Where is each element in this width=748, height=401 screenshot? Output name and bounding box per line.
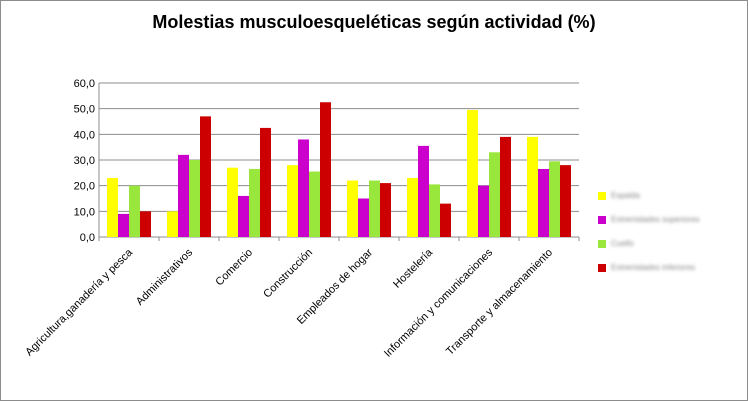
- legend-swatch: [598, 240, 606, 248]
- bar: [407, 177, 418, 237]
- bar: [527, 136, 538, 237]
- bar: [129, 185, 140, 237]
- bar: [227, 167, 238, 237]
- bar: [140, 211, 151, 237]
- bar: [309, 171, 320, 237]
- bar: [118, 213, 129, 237]
- bar: [358, 198, 369, 237]
- y-tick-label: 30,0: [74, 155, 95, 167]
- bar: [369, 180, 380, 237]
- chart-legend: Espalda Extremidades superiores Cuello Extr…: [598, 190, 738, 286]
- x-tick-label: Transporte y almacenamiento: [444, 247, 555, 358]
- y-tick-label: 20,0: [74, 181, 95, 193]
- legend-item: Espalda: [598, 190, 738, 214]
- bar: [478, 185, 489, 237]
- bar: [178, 154, 189, 237]
- x-tick-label: Agricultura,ganadería y pesca: [23, 246, 135, 358]
- bar: [260, 127, 271, 237]
- y-tick-label: 0,0: [80, 232, 95, 244]
- bar: [467, 109, 478, 237]
- bar: [107, 177, 118, 237]
- bar: [320, 102, 331, 237]
- bar: [538, 168, 549, 237]
- legend-label: Extremidades inferiores: [611, 263, 696, 272]
- bar: [238, 195, 249, 237]
- chart-title: Molestias musculoesqueléticas según acti…: [152, 12, 596, 32]
- legend-swatch: [598, 192, 606, 200]
- legend-swatch: [598, 264, 606, 272]
- x-tick-label: Construcción: [261, 247, 315, 301]
- x-tick-label: Administrativos: [134, 246, 196, 308]
- legend-item: Extremidades superiores: [598, 214, 738, 238]
- bar: [249, 168, 260, 237]
- bar: [500, 136, 511, 237]
- bar: [200, 116, 211, 237]
- bar: [429, 184, 440, 237]
- bar: [418, 145, 429, 237]
- bar: [560, 165, 571, 237]
- x-tick-label: Información y comunicaciones: [382, 246, 495, 359]
- legend-label: Espalda: [611, 191, 640, 200]
- bar: [489, 152, 500, 237]
- bar: [380, 183, 391, 237]
- bar: [549, 161, 560, 237]
- legend-label: Cuello: [611, 239, 634, 248]
- y-tick-label: 60,0: [74, 78, 95, 90]
- legend-item: Cuello: [598, 238, 738, 262]
- bars: [107, 102, 571, 237]
- y-tick-label: 50,0: [74, 104, 95, 116]
- y-tick-label: 10,0: [74, 206, 95, 218]
- x-tick-label: Comercio: [213, 247, 255, 289]
- x-tick-labels: Agricultura,ganadería y pescaAdministrat…: [23, 246, 555, 360]
- bar: [189, 160, 200, 237]
- bar: [298, 139, 309, 237]
- bar: [440, 203, 451, 237]
- legend-label: Extremidades superiores: [611, 215, 700, 224]
- y-tick-label: 40,0: [74, 129, 95, 141]
- legend-swatch: [598, 216, 606, 224]
- legend-item: Extremidades inferiores: [598, 262, 738, 286]
- bar: [287, 165, 298, 237]
- bar: [167, 211, 178, 237]
- bar: [347, 180, 358, 237]
- x-tick-label: Hostelería: [391, 246, 436, 291]
- y-tick-labels: 0,0 10,0 20,0 30,0 40,0 50,0 60,0: [74, 78, 95, 244]
